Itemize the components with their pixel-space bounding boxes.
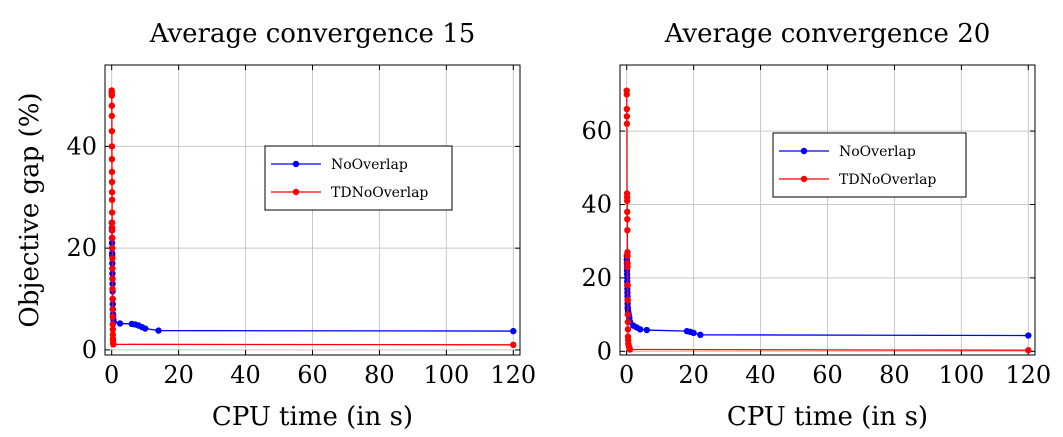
data-point — [108, 155, 116, 163]
data-point — [1025, 332, 1032, 339]
x-tick-label: 80 — [364, 361, 395, 389]
data-point — [109, 234, 116, 242]
legend-label: NoOverlap — [331, 157, 408, 173]
data-point — [109, 227, 116, 234]
data-point — [626, 346, 634, 353]
x-tick-label: 60 — [812, 361, 843, 389]
data-point — [155, 327, 162, 334]
data-point — [108, 196, 116, 204]
legend-marker — [800, 147, 808, 155]
data-point — [108, 102, 116, 109]
x-tick-label: 0 — [619, 361, 634, 389]
data-point — [624, 208, 631, 216]
legend: NoOverlap TDNoOverlap — [264, 145, 453, 211]
data-point — [623, 105, 631, 113]
y-tick-label: 40 — [581, 190, 612, 218]
legend-marker — [292, 188, 300, 196]
x-tick-label: 100 — [423, 361, 469, 389]
chart-2: 0 20 40 60 80 100 120 0 20 40 60 Average convergenc… — [581, 19, 1051, 432]
data-point — [108, 219, 116, 226]
data-point — [624, 296, 631, 304]
data-point — [109, 306, 116, 313]
data-point — [643, 326, 650, 334]
legend: NoOverlap TDNoOverlap — [772, 132, 967, 198]
data-point — [109, 326, 117, 333]
x-tick-label: 100 — [938, 361, 984, 389]
series-TDNoOverlap — [108, 87, 517, 349]
data-point — [624, 282, 631, 289]
x-tick-label: 20 — [678, 361, 709, 389]
y-tick-label: 0 — [597, 337, 612, 365]
data-point — [510, 327, 517, 335]
data-point — [108, 127, 116, 135]
y-tick-label: 0 — [82, 336, 97, 364]
data-point — [109, 295, 116, 303]
data-point — [109, 244, 116, 252]
data-point — [624, 226, 631, 234]
data-point — [108, 92, 115, 99]
x-axis-label: CPU time (in s) — [212, 402, 413, 432]
y-tick-label: 40 — [66, 132, 97, 160]
x-tick-label: 120 — [1005, 361, 1051, 389]
data-point — [624, 215, 631, 223]
data-point — [624, 318, 632, 326]
y-axis-label: Objective gap (%) — [15, 92, 45, 327]
chart-title: Average convergence 20 — [664, 19, 991, 49]
y-tick-label: 60 — [581, 117, 612, 145]
data-point — [108, 168, 116, 176]
x-tick-label: 40 — [745, 361, 776, 389]
data-point — [623, 197, 631, 205]
x-axis-label: CPU time (in s) — [727, 402, 928, 432]
data-point — [110, 341, 117, 348]
x-tick-label: 0 — [104, 361, 119, 389]
legend-box — [772, 132, 967, 198]
legend-marker — [800, 175, 808, 183]
x-tick-label: 20 — [163, 361, 194, 389]
data-point — [624, 326, 632, 333]
data-point — [109, 313, 116, 321]
data-point — [141, 325, 149, 332]
data-point — [109, 285, 116, 293]
data-point — [510, 341, 517, 349]
x-tick-label: 40 — [230, 361, 261, 389]
data-point — [116, 320, 124, 327]
data-point — [636, 326, 644, 333]
y-tick-label: 20 — [581, 264, 612, 292]
legend-label: TDNoOverlap — [839, 172, 936, 188]
data-point — [623, 113, 631, 120]
data-point — [624, 252, 631, 260]
data-point — [624, 311, 632, 318]
data-point — [109, 321, 116, 328]
data-point — [109, 255, 116, 262]
data-point — [109, 265, 116, 272]
legend-marker — [292, 160, 300, 168]
series-TDNoOverlap — [623, 87, 1032, 354]
x-tick-label: 120 — [490, 361, 536, 389]
data-point — [108, 143, 116, 150]
data-point — [690, 329, 697, 337]
data-point — [623, 120, 631, 127]
data-point — [108, 112, 116, 120]
chart-1: 0 20 40 60 80 100 120 0 20 40 Average convergence … — [15, 19, 536, 432]
data-point — [697, 331, 704, 339]
data-point — [108, 178, 116, 186]
data-point — [109, 275, 116, 282]
data-point — [1025, 347, 1032, 354]
y-tick-label: 20 — [66, 234, 97, 262]
data-point — [108, 209, 116, 216]
chart-title: Average convergence 15 — [149, 19, 476, 49]
x-tick-label: 80 — [879, 361, 910, 389]
legend-label: NoOverlap — [839, 144, 916, 160]
data-point — [108, 188, 116, 196]
x-tick-label: 60 — [297, 361, 328, 389]
data-point — [623, 91, 630, 98]
legend-label: TDNoOverlap — [331, 185, 428, 201]
data-point — [624, 263, 631, 271]
legend-box — [264, 145, 453, 211]
